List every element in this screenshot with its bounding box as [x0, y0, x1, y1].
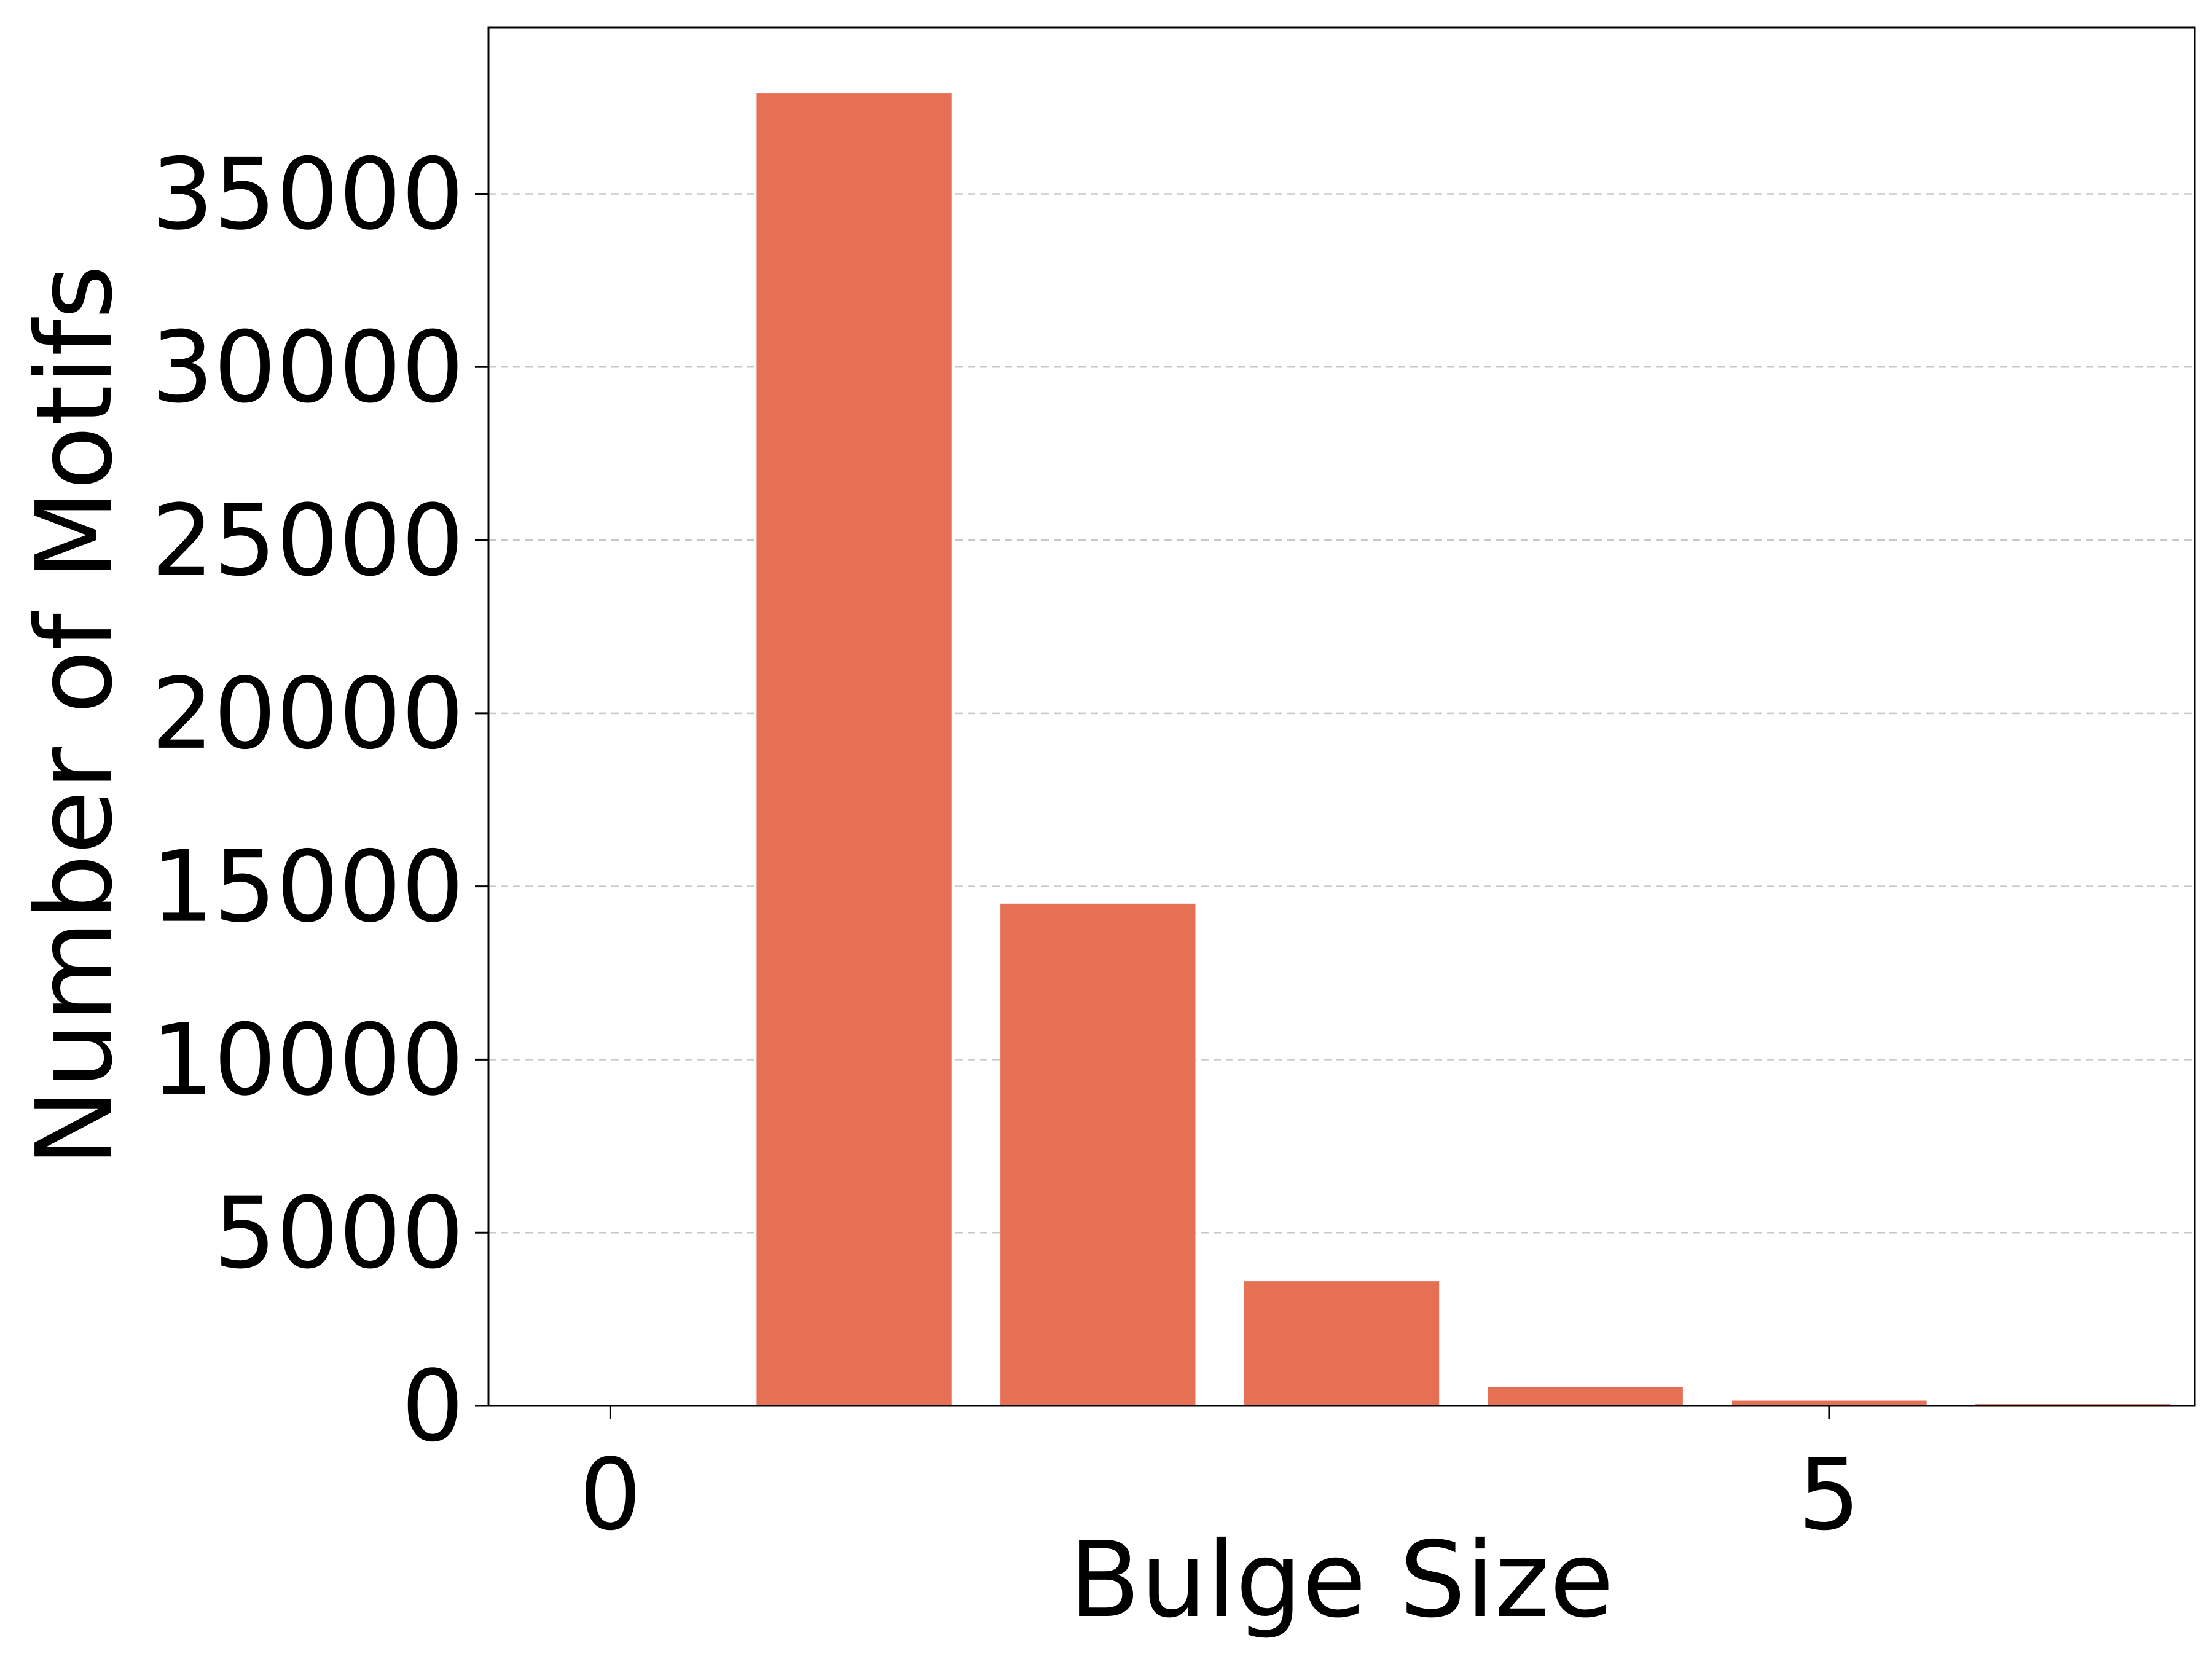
bar-bulge-size-3 [1244, 1281, 1440, 1406]
plot-frame [487, 26, 2196, 1407]
bar-bulge-size-4 [1488, 1387, 1683, 1406]
bar-bulge-size-2 [1000, 903, 1196, 1406]
bar-bulge-size-1 [756, 93, 952, 1406]
y-axis-label: Number of Motifs [14, 265, 136, 1167]
x-tick-label-0: 0 [579, 1437, 641, 1552]
x-axis-label: Bulge Size [1069, 1520, 1614, 1641]
y-tick-label-35000: 35000 [151, 137, 464, 252]
bars [756, 93, 2171, 1406]
x-tick-label-5: 5 [1798, 1437, 1861, 1552]
grid-lines [488, 193, 2195, 1234]
y-tick-label-15000: 15000 [151, 830, 464, 944]
y-ticks: 0 5000 10000 15000 20000 25000 30000 35000 [151, 137, 488, 1464]
bar-bulge-size-5 [1732, 1400, 1927, 1406]
y-tick-label-0: 0 [401, 1349, 464, 1464]
y-tick-label-30000: 30000 [151, 310, 464, 425]
y-tick-label-10000: 10000 [151, 1002, 464, 1117]
y-tick-label-20000: 20000 [151, 656, 464, 771]
y-tick-label-5000: 5000 [214, 1175, 464, 1290]
y-tick-label-25000: 25000 [151, 483, 464, 598]
